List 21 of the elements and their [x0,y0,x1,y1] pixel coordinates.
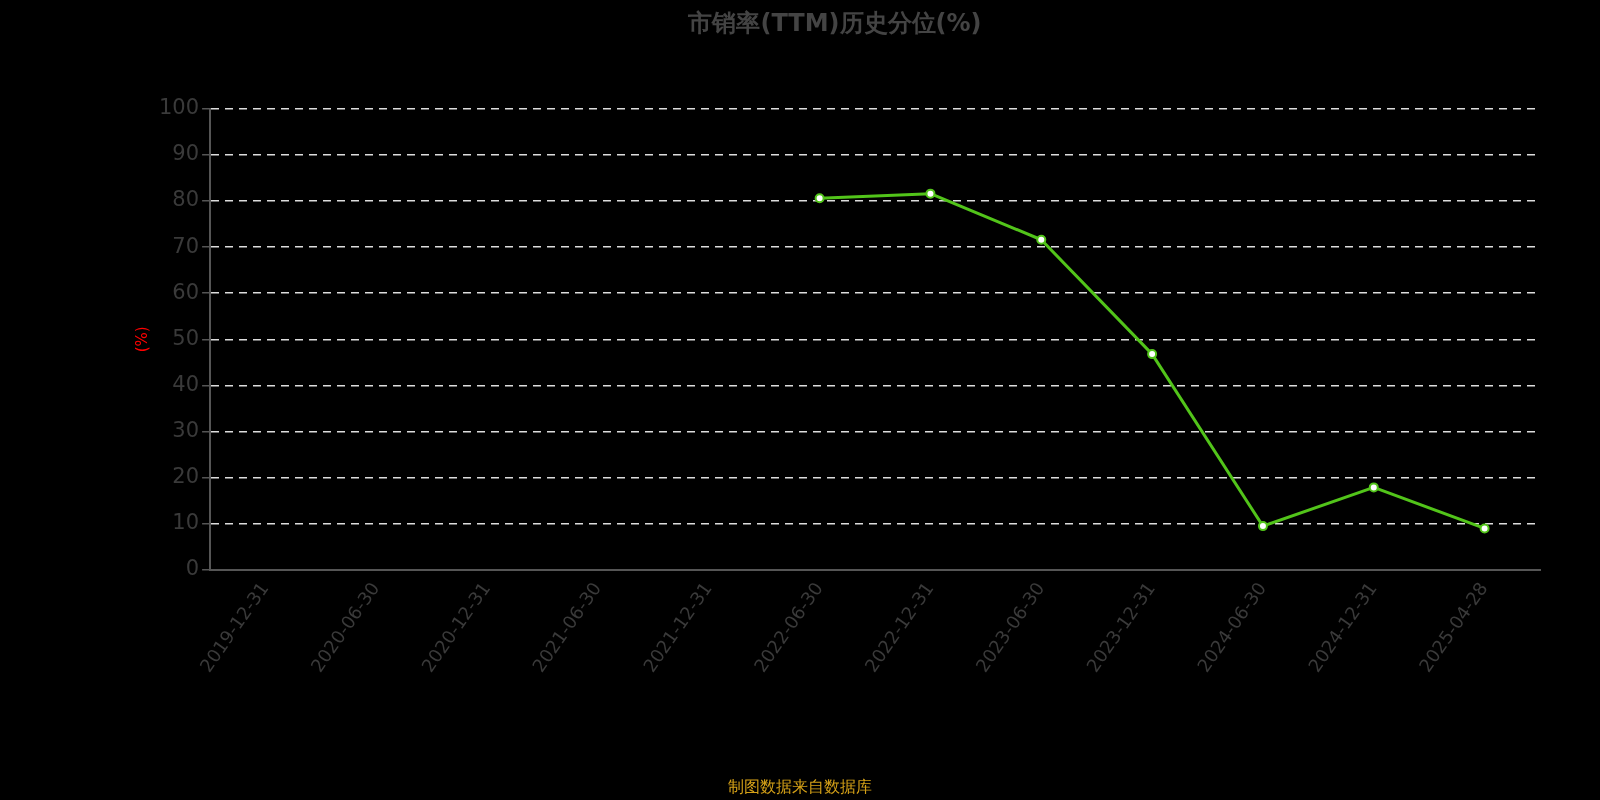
y-tick-label: 60 [172,279,200,304]
chart-title: 市销率(TTM)历史分位(%) [687,8,982,37]
point [925,188,936,199]
y-axis-title: (%) [132,326,151,353]
y-tick-label: 20 [172,464,200,489]
y-tick-label: 0 [185,556,200,581]
point [1257,521,1268,532]
point [1147,349,1158,360]
y-tick-label: 40 [172,371,200,396]
y-tick-label: 70 [172,233,200,258]
point [814,193,825,204]
y-tick-label: 90 [172,141,200,166]
text: 制图数据来自数据库 [728,777,872,797]
y-tick-label: 100 [158,95,200,120]
point [1479,523,1490,534]
y-tick-label: 80 [172,187,200,212]
y-tick-label: 10 [172,510,200,535]
y-tick-label: 30 [172,418,200,443]
y-tick-label: 50 [172,325,200,350]
point [1368,482,1379,493]
point [1036,234,1047,245]
